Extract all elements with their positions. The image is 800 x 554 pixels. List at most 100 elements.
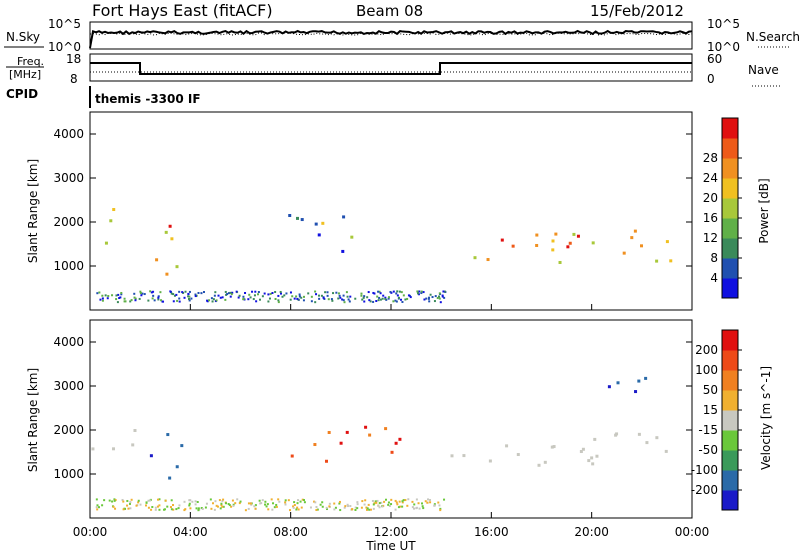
echo-cell: [222, 505, 225, 508]
echo-cell: [149, 290, 152, 293]
echo-cell: [172, 508, 175, 511]
colorbar-swatch: [722, 258, 738, 279]
echo-cell: [135, 504, 138, 507]
echo-cell: [369, 508, 372, 511]
echo-cell: [551, 248, 555, 252]
nave-tick-bottom: 0: [707, 72, 715, 86]
echo-cell: [191, 500, 194, 503]
echo-cell: [264, 500, 267, 503]
echo-cell: [91, 447, 95, 451]
echo-cell: [404, 298, 407, 301]
echo-cell: [401, 501, 404, 504]
echo-cell: [390, 498, 393, 501]
echo-cell: [486, 258, 490, 262]
colorbar-tick-label: 8: [710, 251, 718, 265]
colorbar-tick-label: 100: [695, 363, 718, 377]
echo-cell: [254, 504, 257, 507]
echo-cell: [655, 259, 659, 263]
echo-cell: [417, 292, 420, 295]
colorbar-tick-label: 20: [703, 191, 718, 205]
echo-cell: [113, 499, 116, 502]
echo-cell: [204, 506, 207, 509]
echo-cell: [300, 506, 303, 509]
echo-cell: [576, 234, 580, 238]
echo-cell: [325, 506, 328, 509]
echo-cell: [287, 499, 290, 502]
echo-cell: [152, 294, 155, 297]
xtick-label: 08:00: [273, 525, 308, 539]
ytick-label: 1000: [53, 467, 84, 481]
echo-cell: [356, 501, 359, 504]
nsky-trace: [89, 29, 693, 49]
echo-cell: [378, 502, 381, 505]
echo-cell: [349, 505, 352, 508]
echo-cell: [151, 506, 154, 509]
echo-cell: [272, 502, 275, 505]
echo-cell: [168, 476, 172, 480]
echo-cell: [407, 498, 410, 501]
echo-cell: [194, 295, 197, 298]
echo-cell: [165, 272, 169, 276]
colorbar-tick-label: 15: [703, 403, 718, 417]
echo-cell: [361, 298, 364, 301]
echo-cell: [426, 501, 429, 504]
echo-cell: [260, 502, 263, 505]
echo-cell: [378, 506, 381, 509]
echo-cell: [438, 504, 441, 507]
echo-cell: [238, 502, 241, 505]
echo-cell: [328, 505, 331, 508]
echo-cell: [295, 508, 298, 511]
echo-cell: [394, 441, 398, 445]
echo-cell: [111, 500, 114, 503]
echo-cell: [356, 503, 359, 506]
echo-cell: [205, 502, 208, 505]
ytick-label: 2000: [53, 423, 84, 437]
echo-cell: [293, 297, 296, 300]
echo-cell: [180, 444, 184, 448]
echo-cell: [299, 500, 302, 503]
echo-cell: [108, 499, 111, 502]
echo-cell: [424, 500, 427, 503]
echo-cell: [220, 502, 223, 505]
echo-cell: [505, 444, 509, 448]
echo-cell: [295, 216, 299, 220]
echo-cell: [257, 291, 260, 294]
echo-cell: [450, 454, 454, 458]
echo-cell: [400, 298, 403, 301]
echo-cell: [433, 503, 436, 506]
echo-cell: [230, 505, 233, 508]
echo-cell: [368, 299, 371, 302]
echo-cell: [402, 499, 405, 502]
echo-cell: [177, 507, 180, 510]
echo-cell: [259, 502, 262, 505]
echo-cell: [373, 502, 376, 505]
echo-cell: [289, 291, 292, 294]
echo-cell: [119, 296, 122, 299]
echo-cell: [175, 465, 179, 469]
echo-cell: [147, 499, 150, 502]
echo-cell: [392, 300, 395, 303]
echo-cell: [183, 500, 186, 503]
echo-cell: [122, 500, 125, 503]
echo-cell: [247, 502, 250, 505]
echo-cell: [372, 507, 375, 510]
echo-cell: [188, 295, 191, 298]
echo-cell: [406, 297, 409, 300]
colorbar-swatch: [722, 158, 738, 179]
echo-cell: [99, 298, 102, 301]
echo-cell: [208, 299, 211, 302]
echo-cell: [655, 436, 659, 440]
echo-cell: [554, 232, 558, 236]
echo-cell: [443, 296, 446, 299]
echo-cell: [360, 292, 363, 295]
echo-cell: [319, 503, 322, 506]
program-label: themis -3300 IF: [95, 92, 201, 106]
echo-cell: [231, 499, 234, 502]
echo-cell: [372, 503, 375, 506]
echo-cell: [354, 508, 357, 511]
ytick-label: 4000: [53, 335, 84, 349]
echo-cell: [302, 299, 305, 302]
echo-cell: [155, 258, 159, 262]
echo-cell: [346, 503, 349, 506]
echo-cell: [516, 453, 520, 457]
